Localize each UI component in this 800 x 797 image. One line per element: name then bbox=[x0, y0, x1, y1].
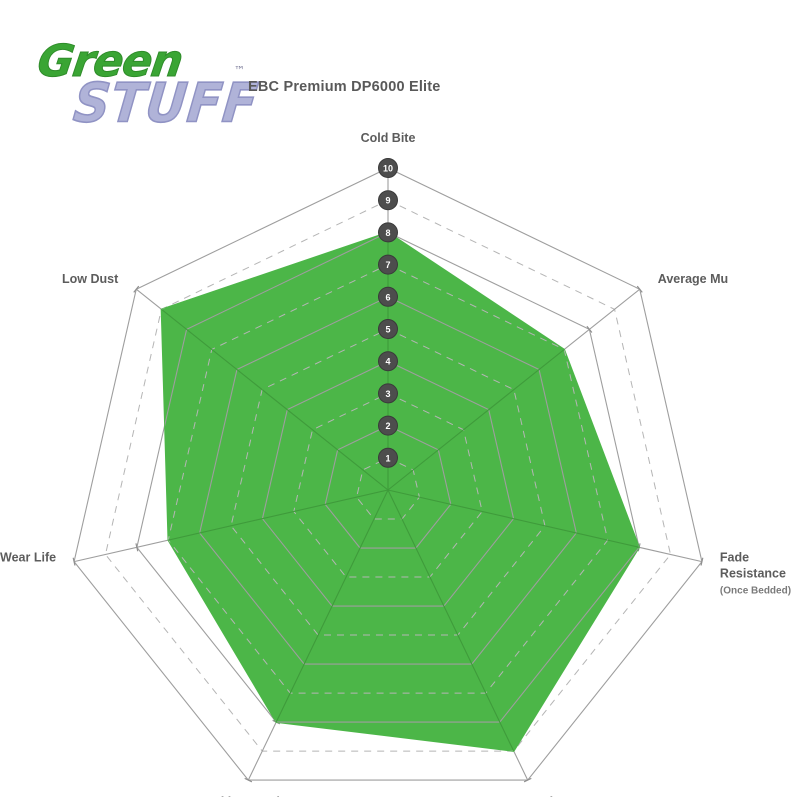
scale-bubble-label-7: 7 bbox=[385, 260, 390, 270]
axis-labels: Cold Bite Average Mu Fade Resistance (Once B… bbox=[0, 131, 791, 797]
axis-spoke-overlay-3 bbox=[387, 489, 529, 752]
series-polygon-0 bbox=[160, 231, 640, 752]
scale-bubble-label-6: 6 bbox=[385, 292, 390, 302]
greenstuff-logo: Green STUFF ™ bbox=[34, 34, 268, 136]
scale-bubble-circle-5 bbox=[378, 319, 398, 339]
scale-bubble-label-3: 3 bbox=[385, 389, 390, 399]
axis-spoke-overlay-2 bbox=[387, 489, 640, 563]
scale-bubble-circle-4 bbox=[378, 351, 398, 372]
scale-bubble-7: 7 bbox=[378, 254, 398, 275]
grid-ring-10 bbox=[73, 167, 703, 781]
axis-label-text-2-2: (Once Bedded) bbox=[720, 586, 791, 597]
grid-ring-overlay-1 bbox=[356, 457, 420, 520]
scale-bubble-label-2: 2 bbox=[385, 421, 390, 431]
scale-bubble-3: 3 bbox=[378, 383, 398, 404]
scale-bubble-10: 10 bbox=[378, 158, 398, 178]
axis-spoke-overlay-5 bbox=[161, 489, 389, 563]
scale-bubble-2: 2 bbox=[378, 415, 398, 436]
trademark-symbol: ™ bbox=[234, 64, 245, 77]
scale-bubble-circle-10 bbox=[378, 158, 398, 178]
axis-label-4: Bed in Speed bbox=[201, 795, 280, 797]
scale-bubble-5: 5 bbox=[378, 319, 398, 339]
axis-label-text-2-0: Fade bbox=[720, 551, 749, 565]
scale-bubble-circle-8 bbox=[378, 222, 398, 243]
grid-ring-overlay-4 bbox=[261, 360, 515, 607]
tick-4-10 bbox=[244, 777, 253, 783]
scale-bubble-label-8: 8 bbox=[385, 228, 390, 238]
scale-bubble-label-9: 9 bbox=[385, 196, 390, 206]
tick-5-8 bbox=[135, 543, 139, 552]
axis-label-text-5-0: Wear Life bbox=[0, 551, 56, 565]
axis-label-text-1-0: Average Mu bbox=[658, 272, 728, 286]
tick-1-10 bbox=[636, 285, 643, 293]
scale-bubble-9: 9 bbox=[378, 190, 398, 211]
series-polygon-group bbox=[160, 231, 640, 752]
grid-ring-overlay-6 bbox=[199, 296, 577, 665]
scale-bubble-circle-2 bbox=[378, 415, 398, 436]
tick-6-10 bbox=[133, 285, 140, 293]
scale-bubble-circle-6 bbox=[378, 286, 398, 307]
scale-bubble-1: 1 bbox=[378, 447, 398, 468]
axis-label-3: Low Noise bbox=[504, 795, 567, 797]
scale-bubble-4: 4 bbox=[378, 351, 398, 372]
scale-bubble-label-5: 5 bbox=[385, 325, 390, 335]
axis-label-text-0-0: Cold Bite bbox=[361, 131, 416, 145]
axis-label-text-3-0: Low Noise bbox=[504, 795, 567, 797]
axis-label-text-2-1: Resistance bbox=[720, 567, 786, 581]
axis-label-5: Wear Life bbox=[0, 551, 56, 565]
page-title: EBC Premium DP6000 Elite bbox=[248, 79, 441, 95]
grid-ring-overlay-3 bbox=[293, 392, 483, 578]
scale-bubble-label-4: 4 bbox=[385, 357, 390, 367]
tick-1-8 bbox=[586, 325, 593, 333]
grid-ring-overlay-5 bbox=[230, 328, 546, 636]
axis-label-2: Fade Resistance (Once Bedded) bbox=[720, 551, 791, 597]
axis-label-1: Average Mu bbox=[658, 272, 728, 286]
tick-5-10 bbox=[72, 557, 76, 566]
scale-bubbles: 10 9 8 7 6 5 4 3 2 1 bbox=[378, 158, 398, 468]
scale-bubble-circle-7 bbox=[378, 254, 398, 275]
scale-bubble-8: 8 bbox=[378, 222, 398, 243]
axis-label-text-6-0: Low Dust bbox=[62, 272, 119, 286]
tick-3-10 bbox=[523, 777, 532, 783]
axis-spoke-overlay-6 bbox=[161, 288, 389, 491]
scale-bubble-circle-3 bbox=[378, 383, 398, 404]
axis-label-0: Cold Bite bbox=[361, 131, 416, 145]
scale-bubble-circle-9 bbox=[378, 190, 398, 211]
scale-bubble-circle-1 bbox=[378, 447, 398, 468]
scale-bubble-label-10: 10 bbox=[383, 164, 393, 174]
axis-label-text-4-0: Bed in Speed bbox=[201, 795, 280, 797]
scale-bubble-6: 6 bbox=[378, 286, 398, 307]
axis-label-6: Low Dust bbox=[62, 272, 119, 286]
tick-2-10 bbox=[700, 557, 704, 566]
grid-ring-overlay-2 bbox=[324, 424, 452, 549]
scale-bubble-label-1: 1 bbox=[385, 453, 390, 463]
